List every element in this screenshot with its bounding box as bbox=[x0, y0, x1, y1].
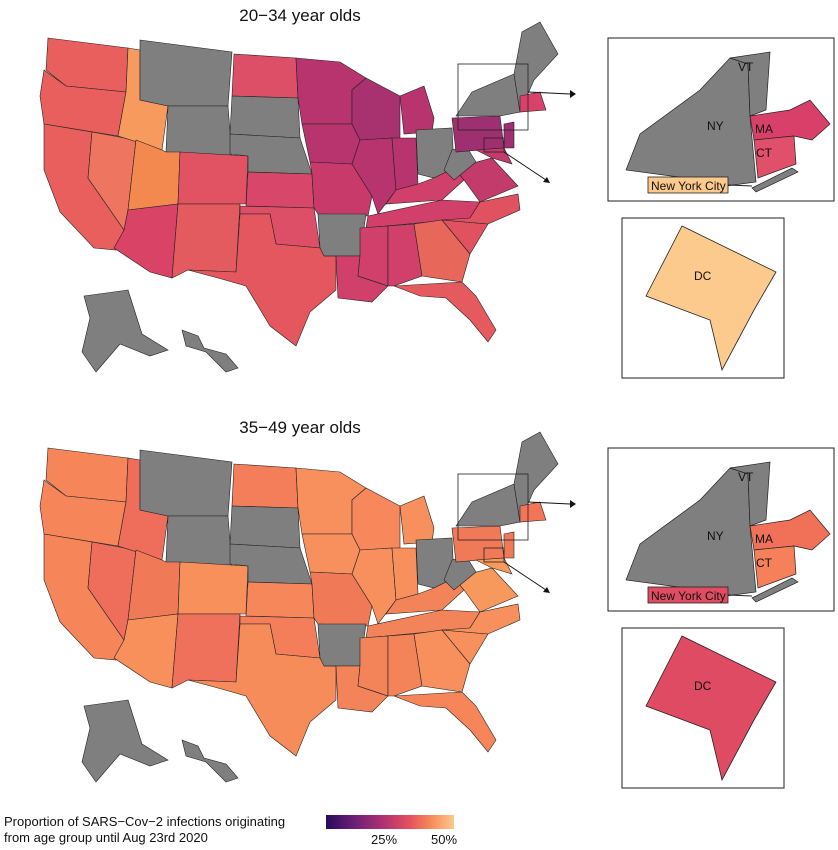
legend-colorbar bbox=[326, 815, 454, 829]
state-newjersey bbox=[503, 531, 515, 559]
arrowhead-dc bbox=[543, 177, 550, 183]
northeast-box bbox=[457, 473, 529, 541]
state-arkansas bbox=[317, 623, 367, 667]
inset-northeast: NY VT MA CT New York City bbox=[607, 37, 835, 202]
inset-label-vt: VT bbox=[738, 470, 754, 484]
state-virginia bbox=[453, 157, 519, 203]
state-newmexico bbox=[171, 203, 241, 279]
inset-label-ny: NY bbox=[707, 119, 724, 133]
state-iowa bbox=[301, 123, 361, 165]
state-montana bbox=[139, 39, 233, 107]
state-mississippi bbox=[357, 225, 389, 287]
legend-tick-25: 25% bbox=[371, 832, 398, 847]
nyc-leader-line bbox=[727, 184, 753, 187]
state-alabama bbox=[387, 633, 423, 697]
northeast-box bbox=[457, 63, 529, 131]
arrow-northeast bbox=[527, 91, 571, 95]
state-michigan bbox=[399, 495, 435, 545]
dc-shape bbox=[645, 635, 777, 782]
inset-vt-shape bbox=[729, 461, 771, 527]
state-wisconsin bbox=[351, 77, 401, 141]
arrowhead-northeast bbox=[570, 90, 576, 98]
nyc-leader-line bbox=[727, 594, 753, 597]
legend-tick-50: 50% bbox=[431, 832, 458, 847]
arrow-dc bbox=[503, 561, 547, 591]
inset-label-nyc: New York City bbox=[651, 589, 726, 603]
state-colorado bbox=[177, 561, 249, 615]
arrow-northeast bbox=[527, 501, 571, 505]
inset-label-ma: MA bbox=[755, 122, 773, 136]
state-florida bbox=[393, 281, 497, 343]
state-newyork bbox=[455, 73, 521, 117]
inset-label-nyc: New York City bbox=[651, 179, 726, 193]
state-mississippi bbox=[357, 635, 389, 697]
panel-title-20-34: 20−34 year olds bbox=[239, 6, 361, 25]
state-michigan bbox=[399, 85, 435, 135]
state-texas bbox=[187, 213, 337, 347]
state-colorado bbox=[177, 151, 249, 205]
state-hawaii bbox=[181, 739, 239, 783]
state-virginia bbox=[453, 567, 519, 613]
state-pennsylvania bbox=[451, 115, 505, 153]
state-massachusetts bbox=[519, 91, 547, 113]
state-indiana bbox=[391, 137, 419, 191]
dc-shape bbox=[645, 225, 777, 372]
us-map-panel-1: NY VT MA CT New York City DC bbox=[39, 21, 835, 379]
state-wyoming bbox=[165, 105, 233, 157]
state-southdakota bbox=[229, 505, 301, 549]
state-hawaii bbox=[181, 329, 239, 373]
inset-ct-shape bbox=[753, 545, 797, 589]
state-wisconsin bbox=[351, 487, 401, 551]
state-indiana bbox=[391, 547, 419, 601]
state-southdakota bbox=[229, 95, 301, 139]
dc-box bbox=[483, 137, 505, 153]
state-arkansas bbox=[317, 213, 367, 257]
inset-label-ct: CT bbox=[756, 556, 773, 570]
state-wyoming bbox=[165, 515, 233, 567]
us-map-panel-2: NY VT MA CT New York City DC bbox=[39, 431, 835, 789]
state-florida bbox=[393, 691, 497, 753]
inset-vt-shape bbox=[729, 51, 771, 117]
state-georgia bbox=[413, 219, 471, 283]
arrow-dc bbox=[503, 151, 547, 181]
inset-dc: DC bbox=[621, 627, 785, 789]
state-newmexico bbox=[171, 613, 241, 689]
state-pennsylvania bbox=[451, 525, 505, 563]
arrowhead-dc bbox=[543, 587, 550, 593]
inset-long-island bbox=[751, 577, 799, 603]
inset-long-island bbox=[751, 167, 799, 193]
inset-label-ct: CT bbox=[756, 146, 773, 160]
state-alabama bbox=[387, 223, 423, 287]
state-massachusetts bbox=[519, 501, 547, 523]
inset-ct-shape bbox=[753, 135, 797, 179]
state-northdakota bbox=[231, 463, 299, 509]
state-northdakota bbox=[231, 53, 299, 99]
inset-label-ma: MA bbox=[755, 532, 773, 546]
arrowhead-northeast bbox=[570, 500, 576, 508]
inset-label-dc: DC bbox=[694, 679, 712, 693]
state-iowa bbox=[301, 533, 361, 575]
dc-box bbox=[483, 547, 505, 563]
legend-title-line2: from age group until Aug 23rd 2020 bbox=[4, 830, 208, 845]
state-alaska bbox=[81, 699, 169, 783]
panel-title-35-49: 35−49 year olds bbox=[239, 418, 361, 437]
legend-title-line1: Proportion of SARS−Cov−2 infections orig… bbox=[4, 814, 286, 829]
state-texas bbox=[187, 623, 337, 757]
state-alaska bbox=[81, 289, 169, 373]
state-kansas bbox=[245, 581, 315, 619]
inset-label-ny: NY bbox=[707, 529, 724, 543]
state-newjersey bbox=[503, 121, 515, 149]
state-georgia bbox=[413, 629, 471, 693]
state-kansas bbox=[245, 171, 315, 209]
inset-dc: DC bbox=[621, 217, 785, 379]
inset-northeast: NY VT MA CT New York City bbox=[607, 447, 835, 612]
state-newyork bbox=[455, 483, 521, 527]
inset-label-dc: DC bbox=[694, 269, 712, 283]
inset-label-vt: VT bbox=[738, 60, 754, 74]
legend-title: Proportion of SARS−Cov−2 infections orig… bbox=[4, 814, 285, 846]
state-montana bbox=[139, 449, 233, 517]
